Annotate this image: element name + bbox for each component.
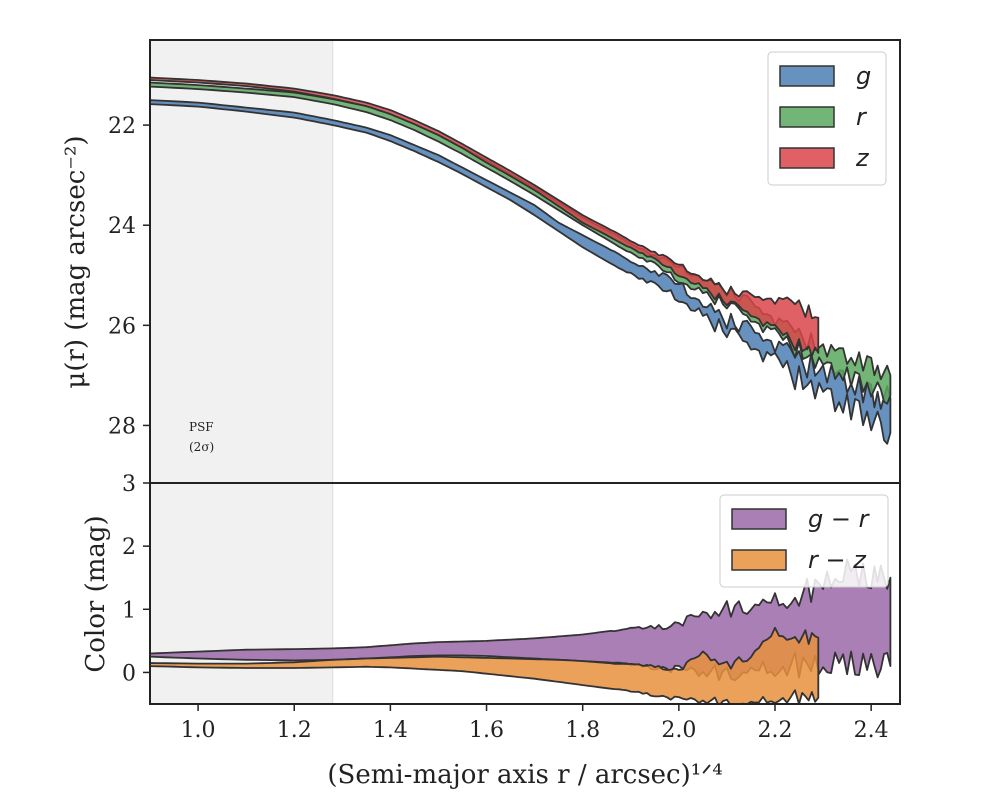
x-tick-label: 1.6	[469, 718, 504, 743]
x-tick-label: 2.0	[661, 718, 696, 743]
profile-band-z	[150, 76, 820, 357]
bottom-y-axis-label: Color (mag)	[81, 515, 111, 672]
bottom-legend-swatch-r-z	[731, 549, 787, 571]
top-legend-swatch-g	[779, 65, 835, 87]
bottom-legend-label-g-r: g − r	[808, 505, 871, 533]
bottom-panel-frame	[149, 482, 901, 705]
x-axis-label: (Semi-major axis r / arcsec)¹ᐟ⁴	[327, 760, 722, 790]
x-tick-label: 1.0	[181, 718, 216, 743]
top-legend-swatch-z	[779, 147, 835, 169]
top-legend-label-g: g	[856, 62, 871, 90]
bottom-legend-swatch-g-r	[731, 508, 787, 530]
top-legend-label-z: z	[855, 144, 870, 172]
psf-shaded-region	[150, 40, 333, 704]
bottom-y-tick-label: 1	[122, 598, 136, 623]
top-y-tick-label: 24	[108, 214, 136, 239]
top-y-axis-label: μ(r) (mag arcsec⁻²)	[61, 135, 91, 388]
top-y-tick-label: 26	[108, 314, 136, 339]
color-band-g-r	[150, 558, 892, 682]
psf-label-line1: PSF	[189, 420, 214, 434]
x-tick-label: 1.8	[565, 718, 600, 743]
x-tick-label: 2.2	[758, 718, 793, 743]
bottom-y-tick-label: 0	[122, 661, 136, 686]
color-band-r-z	[150, 626, 820, 704]
bottom-y-tick-label: 2	[122, 535, 136, 560]
x-tick-label: 1.4	[373, 718, 408, 743]
x-tick-label: 1.2	[277, 718, 312, 743]
bottom-legend-label-r-z: r − z	[808, 546, 867, 574]
bottom-y-tick-label: 3	[122, 472, 136, 497]
top-y-tick-label: 28	[108, 414, 136, 439]
top-legend-label-r: r	[856, 103, 868, 131]
top-y-tick-label: 22	[108, 114, 136, 139]
x-tick-label: 2.4	[854, 718, 889, 743]
top-legend-swatch-r	[779, 106, 835, 128]
psf-label-line2: (2σ)	[189, 440, 214, 454]
profile-band-g	[150, 99, 892, 445]
